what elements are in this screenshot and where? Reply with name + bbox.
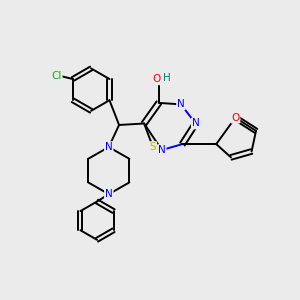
Text: N: N [158,145,166,155]
Text: N: N [105,189,113,199]
Text: N: N [192,118,200,128]
Text: H: H [163,73,171,83]
Text: N: N [105,142,113,152]
Text: Cl: Cl [51,71,62,81]
Text: S: S [150,142,156,152]
Text: O: O [231,112,239,123]
Text: O: O [153,74,161,84]
Text: N: N [177,99,185,110]
